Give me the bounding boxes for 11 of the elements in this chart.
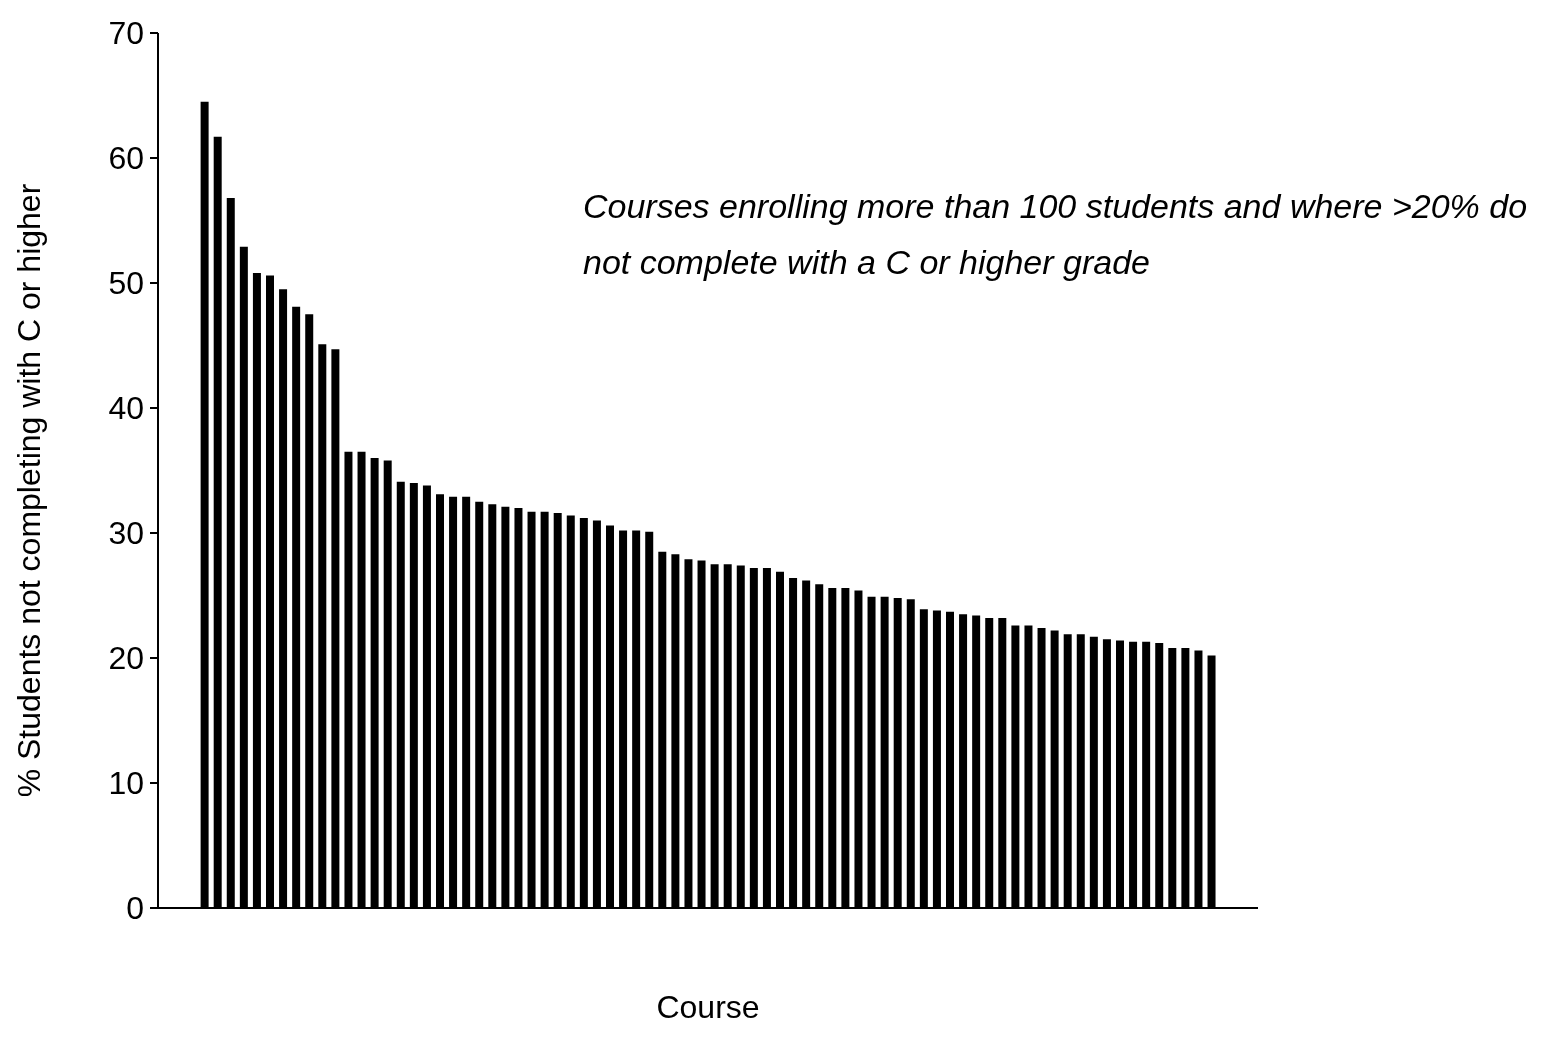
y-tick-label: 40	[108, 390, 144, 427]
y-tick-label: 50	[108, 265, 144, 302]
annotation: Courses enrolling more than 100 students and where >20% do not complete with a C or higher grade	[583, 186, 1529, 283]
y-tick-label: 0	[126, 890, 144, 927]
y-tick-label: 30	[108, 515, 144, 552]
x-axis-title: Course	[656, 989, 760, 1025]
y-tick-label: 20	[108, 640, 144, 677]
y-tick-label: 70	[108, 15, 144, 52]
y-tick-label: 10	[108, 765, 144, 802]
y-tick-label: 60	[108, 140, 144, 177]
y-axis-title: % Students not completing with C or higher	[11, 183, 47, 798]
